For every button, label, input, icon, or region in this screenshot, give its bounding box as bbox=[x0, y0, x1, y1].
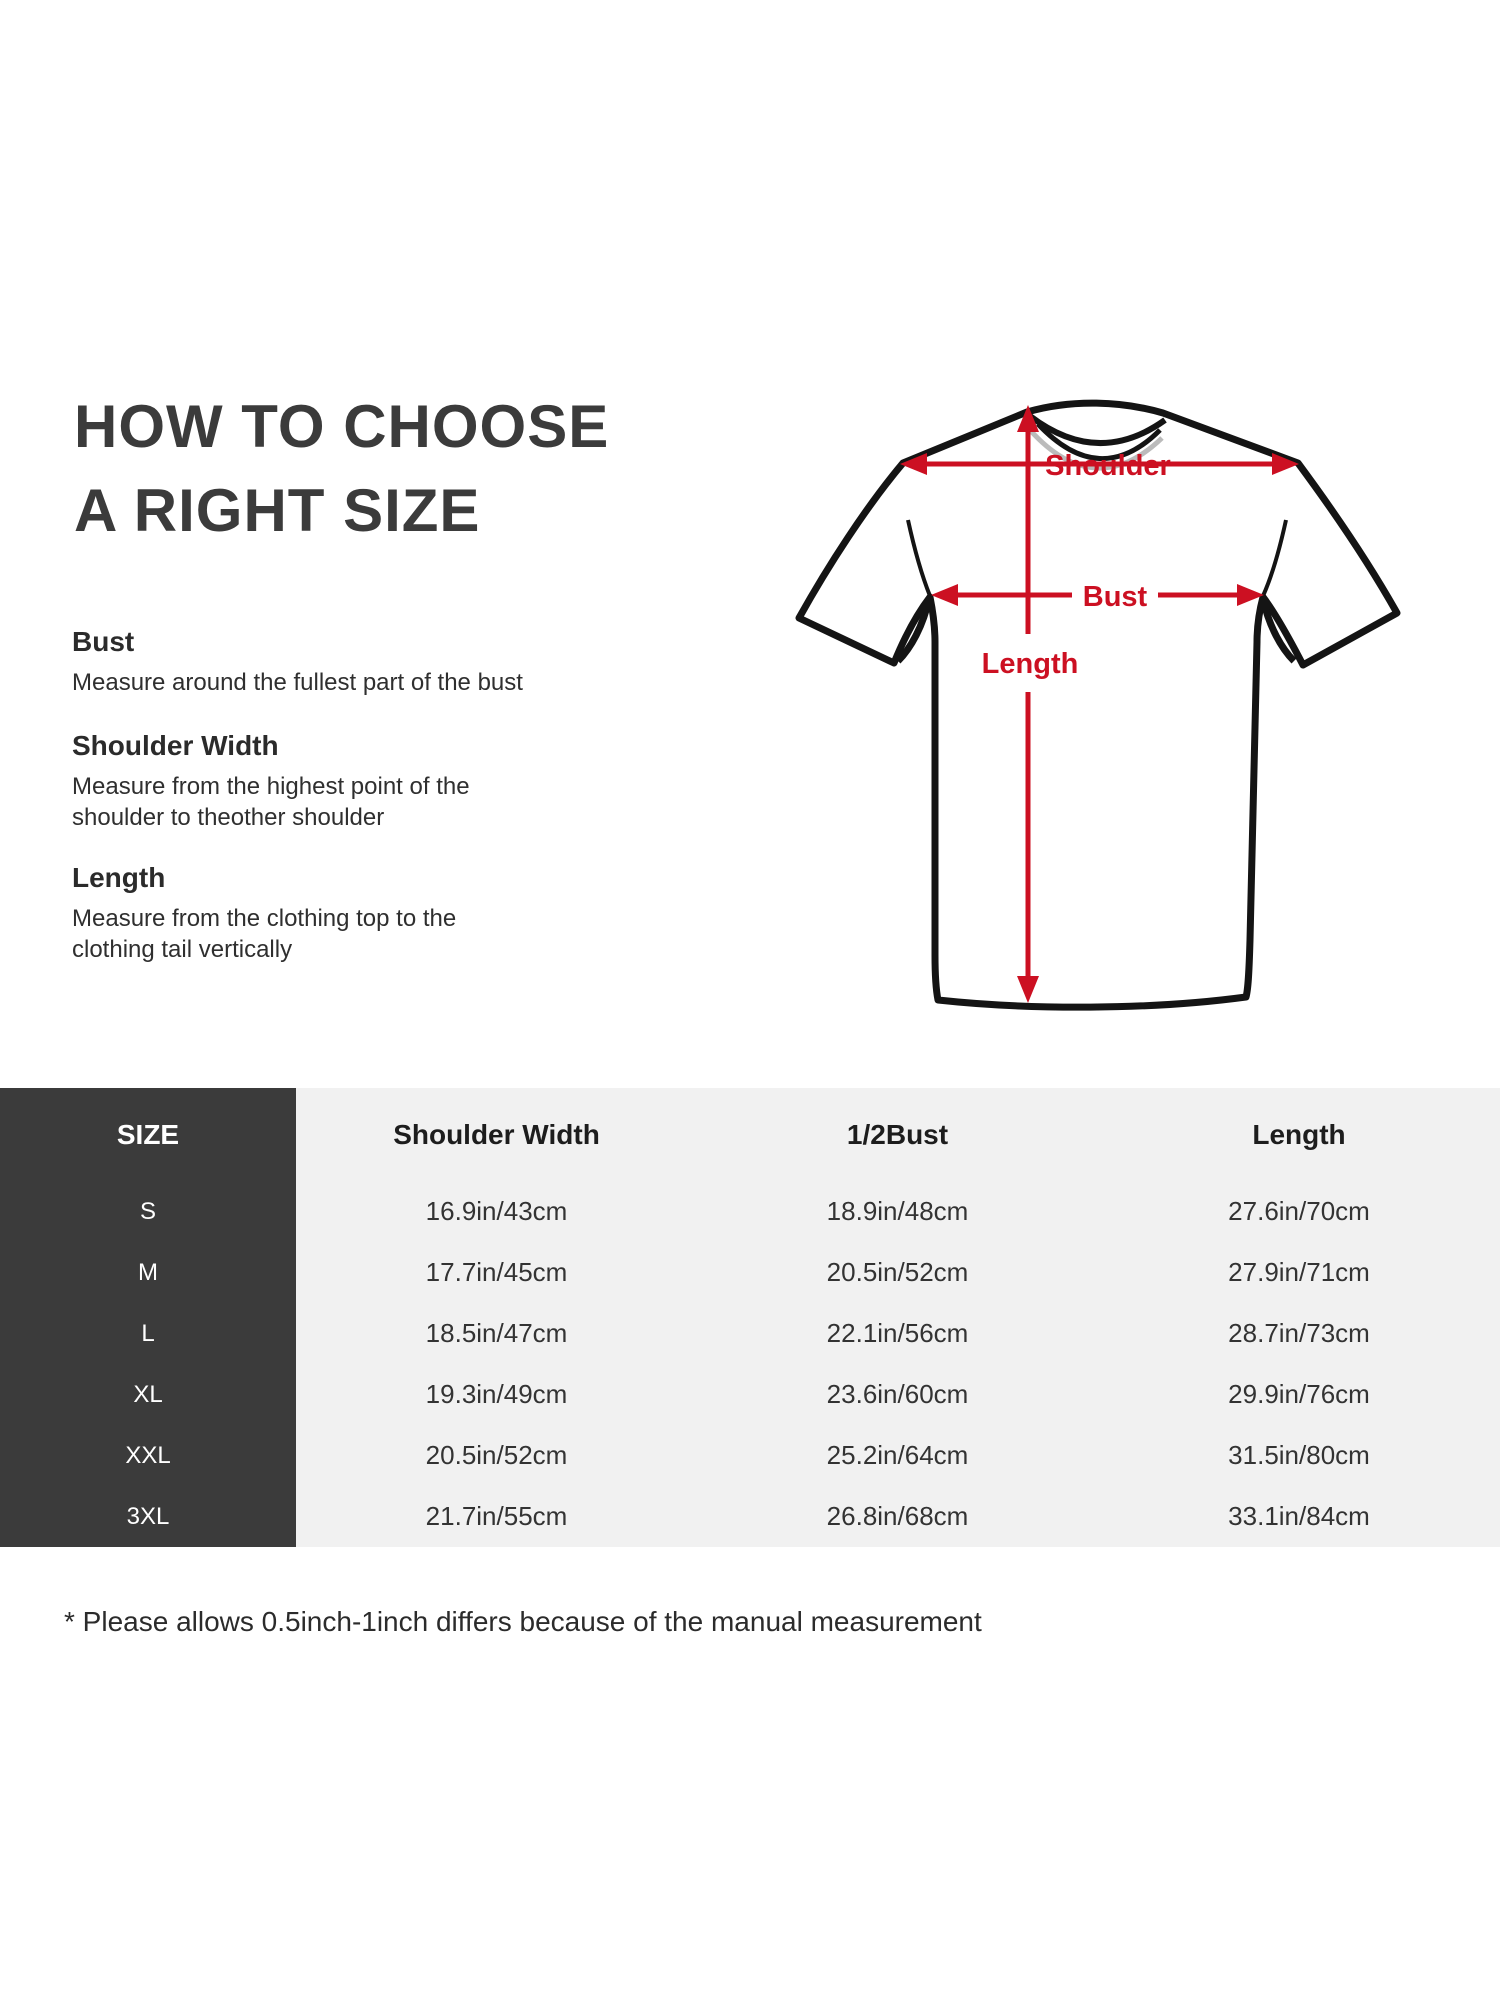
left-underarm-shadow bbox=[895, 598, 933, 664]
table-cell: 18.9in/48cm bbox=[826, 1196, 969, 1226]
tshirt-outline-icon bbox=[795, 399, 1401, 1011]
table-cell: 26.8in/68cm bbox=[826, 1501, 969, 1531]
length-arrowhead-up bbox=[1017, 405, 1039, 432]
table-cell: 23.6in/60cm bbox=[826, 1379, 969, 1409]
measure-section-length: Length Measure from the clothing top to … bbox=[72, 862, 592, 965]
measure-heading: Length bbox=[72, 862, 166, 893]
measure-text: Measure around the fullest part of the b… bbox=[72, 669, 523, 696]
collar-opening bbox=[1036, 422, 1162, 462]
collar-outer bbox=[1028, 413, 1167, 447]
table-cell: 18.5in/47cm bbox=[425, 1318, 568, 1348]
right-armhole-seam bbox=[1261, 519, 1288, 597]
table-cell: 31.5in/80cm bbox=[1228, 1440, 1370, 1470]
table-cell: 25.2in/64cm bbox=[826, 1440, 969, 1470]
length-label: Length bbox=[982, 648, 1079, 680]
measure-heading: Bust bbox=[72, 626, 135, 657]
right-underarm-shadow bbox=[1259, 598, 1297, 664]
bust-arrowhead-right bbox=[1237, 584, 1264, 606]
shoulder-arrowhead-left bbox=[900, 453, 927, 475]
bust-label: Bust bbox=[1083, 581, 1148, 613]
column-header-size: SIZE bbox=[0, 1088, 296, 1181]
measure-text: shoulder to theother shoulder bbox=[72, 804, 385, 831]
table-cell: 20.5in/52cm bbox=[425, 1440, 568, 1470]
page-title-line1: HOW TO CHOOSE bbox=[74, 393, 610, 460]
tshirt-diagram: Shoulder Bust Length bbox=[795, 399, 1401, 1011]
length-arrowhead-down bbox=[1017, 976, 1039, 1003]
table-cell: 27.9in/71cm bbox=[1228, 1257, 1370, 1287]
size-label-cell: XL bbox=[0, 1364, 296, 1425]
table-cell: 29.9in/76cm bbox=[1228, 1379, 1370, 1409]
measure-text: Measure from the clothing top to the bbox=[72, 905, 457, 932]
table-cell: 17.7in/45cm bbox=[425, 1257, 568, 1287]
column-header-shoulder-width: Shoulder Width bbox=[393, 1118, 600, 1150]
table-cell: 20.5in/52cm bbox=[826, 1257, 969, 1287]
shoulder-arrowhead-right bbox=[1272, 453, 1299, 475]
measure-text: clothing tail vertically bbox=[72, 936, 293, 963]
table-cell: 33.1in/84cm bbox=[1228, 1501, 1370, 1531]
table-cell: 21.7in/55cm bbox=[425, 1501, 568, 1531]
table-cell: 28.7in/73cm bbox=[1228, 1318, 1370, 1348]
size-label-cell: S bbox=[0, 1181, 296, 1242]
page-title-line2: A RIGHT SIZE bbox=[74, 477, 481, 544]
collar-shadow bbox=[1028, 428, 1164, 471]
column-header-half-bust: 1/2Bust bbox=[846, 1118, 949, 1150]
table-cell: 16.9in/43cm bbox=[425, 1196, 568, 1226]
measure-text: Measure from the highest point of the bbox=[72, 773, 470, 800]
footnote: * Please allows 0.5inch-1inch differs be… bbox=[64, 1606, 982, 1637]
table-cell: 19.3in/49cm bbox=[425, 1379, 568, 1409]
left-armhole-seam bbox=[906, 519, 932, 597]
measure-section-shoulder: Shoulder Width Measure from the highest … bbox=[72, 730, 592, 833]
shoulder-label: Shoulder bbox=[1045, 450, 1171, 482]
column-header-length: Length bbox=[1252, 1118, 1346, 1150]
size-label-cell: XXL bbox=[0, 1425, 296, 1486]
size-label-cell: 3XL bbox=[0, 1486, 296, 1547]
bust-arrowhead-left bbox=[931, 584, 958, 606]
table-cell: 27.6in/70cm bbox=[1228, 1196, 1370, 1226]
size-label-cell: L bbox=[0, 1303, 296, 1364]
page-title: HOW TO CHOOSE A RIGHT SIZE bbox=[74, 385, 609, 553]
measure-heading: Shoulder Width bbox=[72, 730, 279, 761]
measure-section-bust: Bust Measure around the fullest part of … bbox=[72, 626, 592, 698]
size-table: SIZE Shoulder Width 1/2Bust Length S 16.… bbox=[0, 1088, 1500, 1547]
table-cell: 22.1in/56cm bbox=[826, 1318, 969, 1348]
size-label-cell: M bbox=[0, 1242, 296, 1303]
